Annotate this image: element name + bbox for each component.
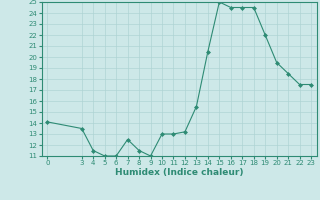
X-axis label: Humidex (Indice chaleur): Humidex (Indice chaleur) bbox=[115, 168, 244, 177]
